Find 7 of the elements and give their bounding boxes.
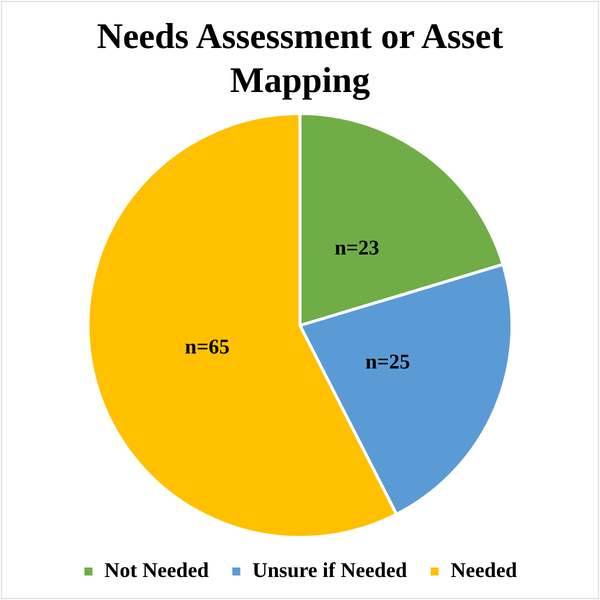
data-label: n=65 — [184, 334, 230, 358]
legend-label: Needed — [450, 558, 518, 582]
legend-label: Not Needed — [104, 558, 210, 582]
data-label: n=23 — [334, 235, 380, 260]
legend-label: Unsure if Needed — [252, 558, 408, 582]
chart-title: Needs Assessment or Asset Mapping — [96, 15, 504, 102]
data-label: n=25 — [365, 349, 410, 374]
